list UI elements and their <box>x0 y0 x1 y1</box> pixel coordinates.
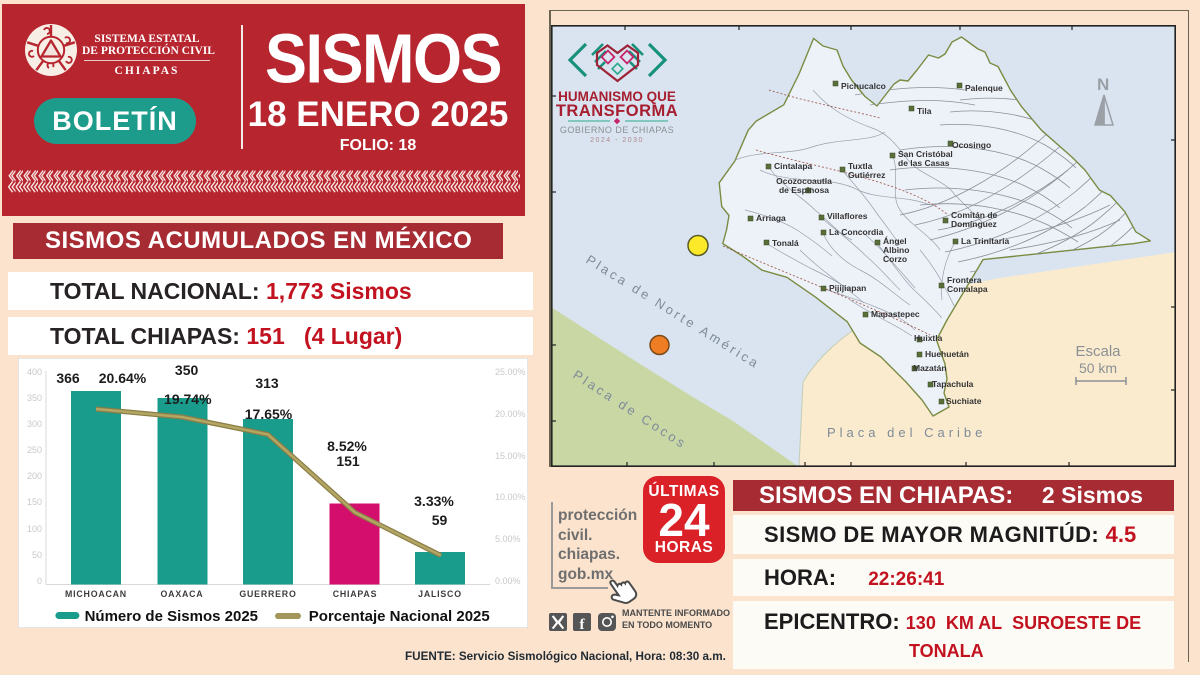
svg-text:0.00%: 0.00% <box>495 576 521 586</box>
svg-text:0: 0 <box>37 576 42 586</box>
svg-text:La Trinitaria: La Trinitaria <box>961 236 1009 246</box>
svg-text:2024 - 2030: 2024 - 2030 <box>590 137 644 144</box>
svg-text:Escala: Escala <box>1075 343 1121 360</box>
svg-text:Ocozocoautla: Ocozocoautla <box>776 176 832 186</box>
svg-text:366: 366 <box>56 370 80 386</box>
svg-text:17.65%: 17.65% <box>245 406 293 422</box>
svg-text:Comalapa: Comalapa <box>947 284 988 294</box>
svg-text:19.74%: 19.74% <box>164 391 212 407</box>
svg-text:Tuxtla: Tuxtla <box>848 161 873 171</box>
svg-text:150: 150 <box>27 497 42 507</box>
svg-text:100: 100 <box>27 524 42 534</box>
svg-text:Domínguez: Domínguez <box>951 219 997 229</box>
svg-text:3.33%: 3.33% <box>414 493 454 509</box>
svg-text:15.00%: 15.00% <box>495 451 526 461</box>
svg-text:Tapachula: Tapachula <box>932 379 974 389</box>
svg-text:Palenque: Palenque <box>965 83 1003 93</box>
svg-text:350: 350 <box>175 362 199 378</box>
svg-text:Corzo: Corzo <box>883 254 907 264</box>
svg-text:Ángel: Ángel <box>883 236 907 246</box>
svg-text:Pijijiapan: Pijijiapan <box>829 283 866 293</box>
svg-text:50 km: 50 km <box>1079 360 1117 376</box>
svg-text:GUERRERO: GUERRERO <box>239 589 296 599</box>
svg-text:Comitán de: Comitán de <box>951 210 998 220</box>
svg-text:5.00%: 5.00% <box>495 534 521 544</box>
svg-text:8.52%: 8.52% <box>327 438 367 454</box>
svg-text:de las Casas: de las Casas <box>898 158 950 168</box>
svg-text:313: 313 <box>255 375 279 391</box>
svg-text:59: 59 <box>432 512 448 528</box>
svg-text:Huehuetán: Huehuetán <box>925 349 969 359</box>
svg-text:350: 350 <box>27 393 42 403</box>
svg-text:OAXACA: OAXACA <box>161 589 204 599</box>
svg-text:20.64%: 20.64% <box>99 370 147 386</box>
svg-text:Villaflores: Villaflores <box>827 211 868 221</box>
svg-text:f: f <box>580 617 586 633</box>
svg-text:HUMANISMO QUE: HUMANISMO QUE <box>558 89 676 104</box>
svg-text:Porcentaje Nacional 2025: Porcentaje Nacional 2025 <box>309 608 490 625</box>
svg-text:N: N <box>1097 75 1109 94</box>
svg-text:25.00%: 25.00% <box>495 367 526 377</box>
svg-text:Albino: Albino <box>883 245 909 255</box>
svg-text:Número de Sismos 2025: Número de Sismos 2025 <box>85 608 258 625</box>
svg-text:Mapastepec: Mapastepec <box>871 309 920 319</box>
svg-text:Pichucalco: Pichucalco <box>841 81 886 91</box>
svg-text:Gutiérrez: Gutiérrez <box>848 170 885 180</box>
svg-text:20.00%: 20.00% <box>495 409 526 419</box>
svg-text:Tila: Tila <box>917 106 932 116</box>
svg-text:Suchiate: Suchiate <box>946 396 982 406</box>
svg-text:de Espinosa: de Espinosa <box>779 185 829 195</box>
svg-text:Mazatán: Mazatán <box>913 363 947 373</box>
svg-text:Arriaga: Arriaga <box>756 213 786 223</box>
svg-text:MICHOACAN: MICHOACAN <box>65 589 127 599</box>
svg-text:Ocosingo: Ocosingo <box>952 140 991 150</box>
svg-text:TRANSFORMA: TRANSFORMA <box>556 102 678 120</box>
svg-text:10.00%: 10.00% <box>495 492 526 502</box>
svg-text:Tonalá: Tonalá <box>772 238 799 248</box>
svg-text:Huixtla: Huixtla <box>914 333 943 343</box>
svg-text:La Concordia: La Concordia <box>829 227 884 237</box>
svg-text:Placa del Caribe: Placa del Caribe <box>827 425 986 440</box>
svg-text:200: 200 <box>27 471 42 481</box>
svg-text:Frontera: Frontera <box>947 275 982 285</box>
svg-text:400: 400 <box>27 367 42 377</box>
svg-text:JALISCO: JALISCO <box>418 589 462 599</box>
svg-text:Cintalapa: Cintalapa <box>774 161 813 171</box>
svg-text:GOBIERNO DE CHIAPAS: GOBIERNO DE CHIAPAS <box>560 125 674 135</box>
svg-text:250: 250 <box>27 445 42 455</box>
svg-text:50: 50 <box>32 550 42 560</box>
svg-text:151: 151 <box>336 453 360 469</box>
svg-text:CHIAPAS: CHIAPAS <box>333 589 378 599</box>
svg-text:300: 300 <box>27 419 42 429</box>
svg-text:San Cristóbal: San Cristóbal <box>898 149 953 159</box>
